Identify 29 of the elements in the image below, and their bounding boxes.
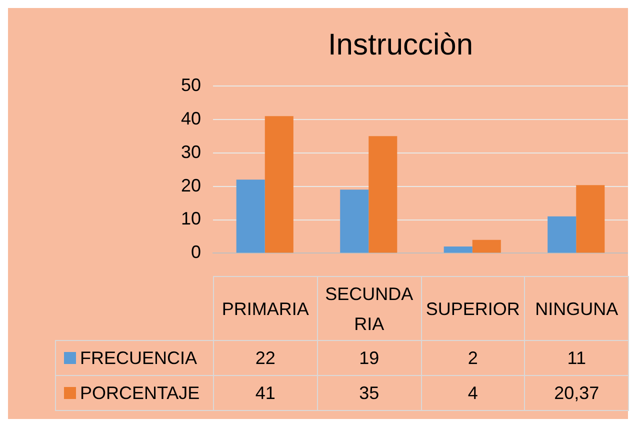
y-tick-label: 50	[180, 74, 201, 95]
bar	[576, 185, 605, 253]
legend-label: FRECUENCIA	[56, 340, 214, 376]
data-label: 20,37	[524, 376, 628, 410]
x-tick-label: SECUNDARIA	[317, 276, 421, 340]
chart-title: Instrucciòn	[328, 28, 474, 62]
bar	[264, 116, 294, 253]
data-label: 2	[421, 340, 525, 376]
data-label: 35	[317, 376, 421, 410]
y-tick-label: 10	[180, 208, 201, 229]
y-tick-label: 40	[180, 108, 201, 128]
x-tick-label: SUPERIOR	[421, 276, 525, 340]
data-label: 19	[317, 340, 421, 376]
y-tick-label: 20	[180, 175, 201, 196]
bar	[444, 246, 472, 253]
legend-label: PORCENTAJE	[56, 376, 214, 410]
data-label: 41	[214, 376, 318, 410]
data-label: 11	[524, 340, 628, 376]
bar	[368, 136, 398, 253]
bar	[472, 240, 501, 253]
y-tick-label: 0	[190, 242, 201, 262]
data-label: 4	[421, 376, 525, 410]
y-tick-label: 30	[180, 142, 201, 162]
x-tick-label: PRIMARIA	[214, 276, 318, 340]
bar	[548, 216, 576, 253]
bar	[236, 180, 265, 253]
x-tick-label: NINGUNA	[524, 276, 628, 340]
bar	[340, 190, 369, 253]
data-label: 22	[214, 340, 318, 376]
